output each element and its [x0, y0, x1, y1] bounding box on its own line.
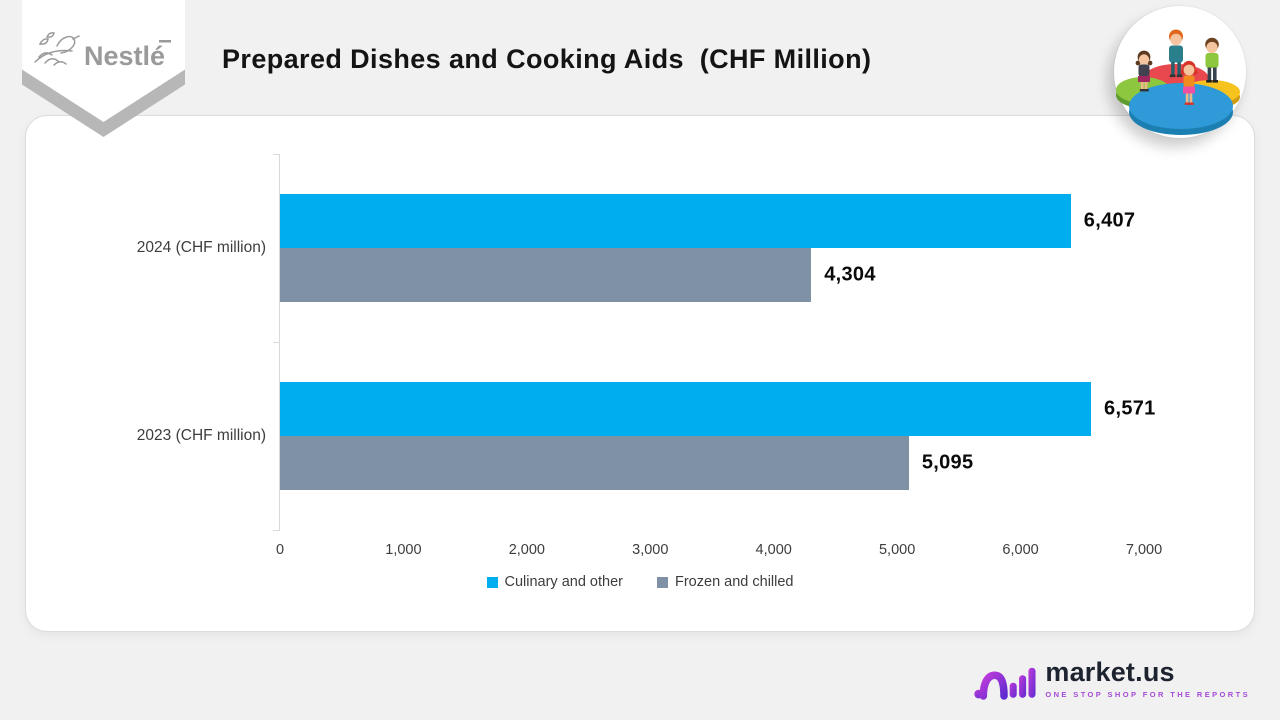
nestle-wordmark: Nestlé: [84, 41, 165, 71]
bar-culinary-and-other: [280, 382, 1092, 436]
nestle-badge: Nestlé: [22, 0, 185, 150]
legend-swatch: [657, 576, 668, 588]
legend-item: Frozen and chilled: [657, 574, 794, 590]
bar-value-label: 4,304: [824, 263, 876, 286]
chart-title: Prepared Dishes and Cooking Aids (CHF Mi…: [222, 44, 872, 74]
legend-label: Frozen and chilled: [675, 574, 794, 590]
axis-tick: [273, 154, 280, 155]
category-label: 2023 (CHF million): [136, 427, 266, 444]
bar-culinary-and-other: [280, 194, 1071, 248]
marketus-tagline: ONE STOP SHOP FOR THE REPORTS: [1045, 690, 1250, 699]
x-axis-tick-label: 0: [275, 542, 285, 558]
badge-pennant: Nestlé: [22, 0, 185, 122]
axis-tick: [273, 342, 280, 343]
bar-frozen-and-chilled: [280, 248, 812, 302]
x-axis-tick-label: 4,000: [755, 542, 792, 558]
bar-value-label: 6,571: [1104, 397, 1156, 420]
legend-swatch: [486, 576, 498, 588]
x-axis-tick-label: 7,000: [1125, 542, 1163, 558]
legend-label: Culinary and other: [504, 574, 624, 590]
marketus-icon: [974, 667, 1036, 700]
x-axis-tick-label: 3,000: [632, 542, 669, 558]
marketus-wordmark: market.us: [1045, 657, 1175, 687]
x-axis-tick-label: 6,000: [1002, 542, 1039, 558]
marketus-logo: market.us ONE STOP SHOP FOR THE REPORTS: [972, 654, 1250, 704]
bar-value-label: 6,407: [1083, 209, 1136, 232]
nestle-logo-icon: Nestlé: [34, 32, 171, 71]
axis-tick: [273, 530, 280, 531]
chart-card: 2024 (CHF million) 6,407 4,304 2023 (CHF mi…: [25, 115, 1255, 632]
x-axis-tick-label: 2,000: [508, 542, 545, 558]
x-axis-tick-label: 1,000: [385, 542, 422, 558]
plot-area: 2024 (CHF million) 6,407 4,304 2023 (CHF mi…: [137, 154, 1162, 558]
category-label: 2024 (CHF million): [136, 239, 266, 256]
bar-frozen-and-chilled: [280, 436, 909, 490]
people-pie-illustration: [1114, 6, 1246, 138]
bar-value-label: 5,095: [921, 451, 974, 474]
chart-legend: Culinary and other Frozen and chilled: [26, 574, 1254, 590]
x-axis-tick-label: 5,000: [878, 542, 916, 558]
pie-people-graphic: [1116, 29, 1240, 135]
legend-item: Culinary and other: [486, 574, 624, 590]
